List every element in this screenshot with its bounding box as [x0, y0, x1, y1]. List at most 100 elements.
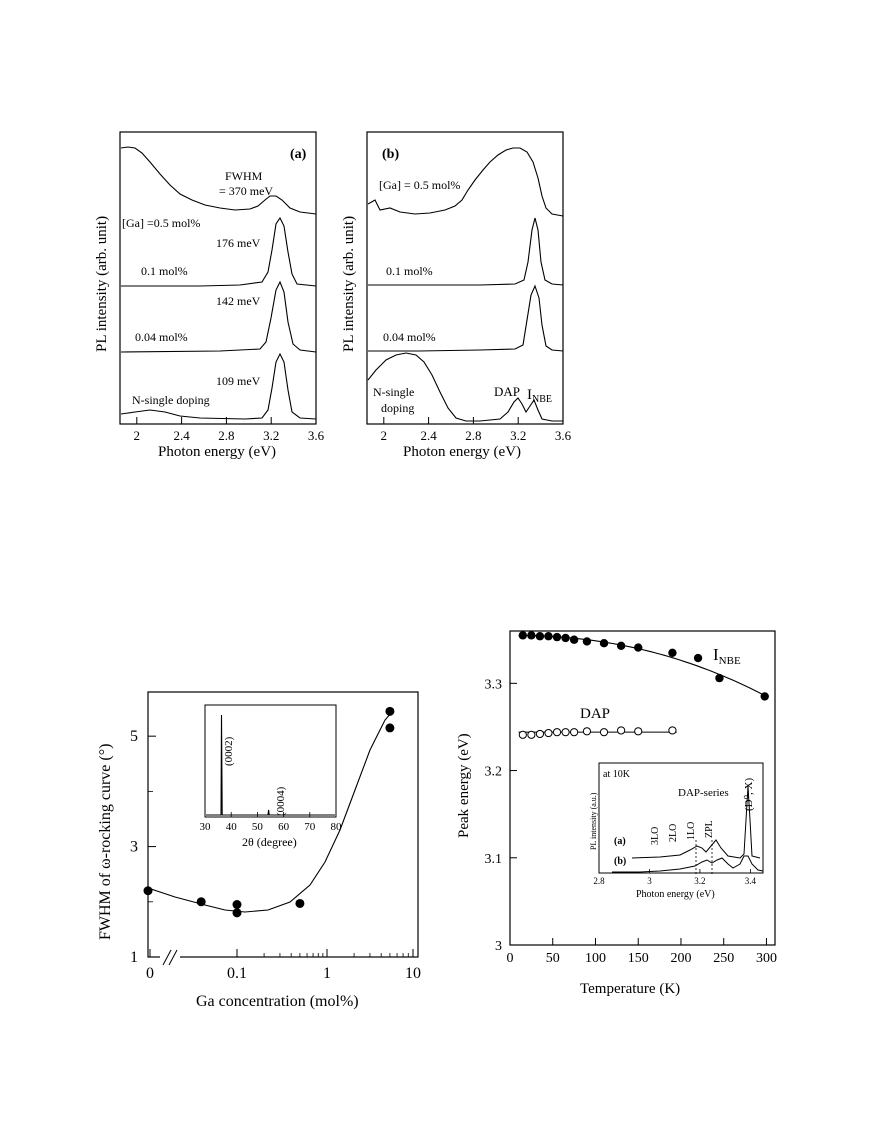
- peak-inset-zpl: ZPL: [704, 820, 715, 838]
- fwhm-inset-peak1: (0002): [223, 736, 235, 766]
- peak-dap-point: [582, 727, 592, 736]
- peak-dap-point: [634, 727, 643, 736]
- peak-ytick-label: 3.1: [485, 852, 503, 867]
- peak-dap-point: [544, 728, 553, 738]
- peak-inset-curve-b-label: (b): [614, 856, 626, 867]
- peak-xtick-label: 150: [628, 951, 649, 966]
- peak-inset: at 10K DAP-series PL intensity (a.u.) (a…: [589, 762, 764, 900]
- panel-a-label-0.04: 0.04 mol%: [135, 330, 188, 344]
- fwhm-axis-break-mark: [168, 949, 178, 966]
- peak-dap-point: [668, 726, 677, 735]
- peak-inset-curve-a: [631, 785, 761, 859]
- peak-inset-series: DAP-series: [678, 787, 729, 799]
- peak-inset-curve-a-label: (a): [614, 836, 626, 847]
- peak-inbe-point: [527, 631, 536, 640]
- peak-inbe-label: INBE: [713, 645, 741, 667]
- panel-a-fwhm-line2: = 370 meV: [219, 184, 273, 198]
- fwhm-xlabel: Ga concentration (mol%): [196, 993, 359, 1010]
- fwhm-inset-tick-label: 40: [226, 821, 238, 833]
- panel-a-label-nsingle: N-single doping: [132, 393, 210, 407]
- fwhm-data-point: [232, 900, 242, 910]
- fwhm-inset-xlabel: 2θ (degree): [242, 835, 297, 849]
- fwhm-frame: [147, 691, 419, 958]
- fwhm-inset: (0002) (0004) 30 40 50 60 70 80 2θ (degree): [200, 704, 342, 849]
- panel-b-xlabel: Photon energy (eV): [403, 444, 521, 460]
- panel-a-curve-0.5: [120, 146, 317, 215]
- fwhm-xtick-label: 0.1: [227, 965, 247, 982]
- peak-inbe-main: I: [713, 645, 719, 664]
- peak-ytick-label: 3.2: [485, 765, 503, 780]
- panel-b-curve-nsingle: [367, 352, 563, 422]
- fwhm-inset-tick-label: 30: [200, 821, 212, 833]
- peak-inset-1lo: 1LO: [686, 822, 697, 840]
- peak-dap-point: [518, 730, 527, 739]
- panel-a-frame: [119, 131, 317, 425]
- fwhm-points: [143, 706, 395, 918]
- panel-a-xlabel: Photon energy (eV): [158, 444, 276, 460]
- panel-a-curve-0.1: [121, 216, 317, 287]
- panel-b-tag: (b): [382, 147, 399, 162]
- panel-b-ylabel: PL intensity (arb. unit): [341, 216, 357, 352]
- peak-inbe-point: [668, 648, 677, 658]
- fwhm-xtick-label: 10: [405, 965, 421, 982]
- peak-dap-point: [570, 728, 579, 737]
- peak-chart: Peak energy (eV) Temperature (K) 0 50 100 1…: [456, 630, 777, 997]
- panel-a-curve-0.04: [120, 280, 317, 353]
- peak-inset-d0x: (D⁰, X): [743, 778, 755, 811]
- peak-inbe-sub: NBE: [719, 655, 741, 667]
- peak-ticks: 0 50 100 150 200 250 300 3 3.1 3.2 3.3: [485, 677, 777, 966]
- panel-a-tick-label: 2.8: [218, 428, 234, 443]
- panel-a-label-0.1: 0.1 mol%: [141, 264, 188, 278]
- fwhm-inset-tick-label: 60: [278, 821, 290, 833]
- peak-points: [518, 631, 769, 739]
- peak-inset-ylabel: PL intensity (a.u.): [589, 792, 598, 850]
- panel-b-nsingle-line2: doping: [381, 401, 414, 415]
- panel-b-frame: [366, 131, 564, 425]
- peak-dap-point: [527, 730, 536, 739]
- peak-frame: [509, 630, 776, 946]
- panel-a-tick-label: 3.6: [308, 428, 325, 443]
- peak-inbe-point: [582, 637, 592, 646]
- fwhm-data-point: [385, 723, 395, 733]
- peak-dap-point: [599, 728, 609, 737]
- panel-b-tick-label: 3.2: [510, 428, 526, 443]
- peak-inbe-point: [561, 633, 570, 643]
- peak-xtick-label: 0: [507, 951, 514, 966]
- fwhm-data-point: [295, 898, 305, 908]
- panel-a-width-176: 176 meV: [216, 236, 261, 250]
- peak-dap-point: [535, 729, 545, 739]
- peak-inbe-point: [535, 632, 545, 641]
- panel-a-width-109: 109 meV: [216, 374, 261, 388]
- peak-inbe-point: [634, 643, 643, 652]
- fwhm-ytick-label: 5: [130, 728, 138, 745]
- fwhm-ytick-label: 1: [130, 949, 138, 966]
- panel-a-curve-nsingle: [120, 352, 317, 420]
- peak-inbe-point: [616, 641, 626, 651]
- peak-inbe-point: [599, 639, 609, 648]
- fwhm-inset-ticks: 30 40 50 60 70 80: [200, 812, 342, 833]
- fwhm-inset-tick-label: 50: [252, 821, 264, 833]
- peak-xtick-label: 200: [670, 951, 691, 966]
- peak-inset-xlabel: Photon energy (eV): [636, 889, 715, 900]
- fwhm-fit-curve: [147, 711, 393, 913]
- peak-inset-ticks: 2.8 3 3.2 3.4: [593, 869, 757, 886]
- panel-b-tick-label: 2.4: [420, 428, 437, 443]
- peak-ytick-label: 3: [495, 939, 502, 954]
- peak-dap-point: [552, 728, 562, 737]
- fwhm-inset-spectrum: [206, 714, 335, 816]
- fwhm-data-point: [196, 897, 206, 907]
- panel-b-dap-label: DAP: [494, 384, 520, 399]
- panel-a-tag: (a): [290, 147, 307, 162]
- panel-b: (b) PL intensity (arb. unit) Photon ener…: [341, 131, 572, 460]
- peak-inbe-point: [569, 635, 579, 644]
- panel-b-curve-0.1: [368, 217, 564, 286]
- peak-inset-3lo: 3LO: [650, 827, 661, 845]
- peak-inset-tick-label: 3: [647, 876, 652, 886]
- panel-b-tick-label: 2.8: [465, 428, 481, 443]
- peak-ylabel: Peak energy (eV): [456, 733, 472, 838]
- panel-a-width-142: 142 meV: [216, 294, 261, 308]
- panel-a-label-0.5: [Ga] =0.5 mol%: [122, 216, 200, 230]
- panel-b-label-0.04: 0.04 mol%: [383, 330, 436, 344]
- fwhm-data-point: [143, 886, 153, 896]
- peak-dap-label: DAP: [580, 706, 610, 722]
